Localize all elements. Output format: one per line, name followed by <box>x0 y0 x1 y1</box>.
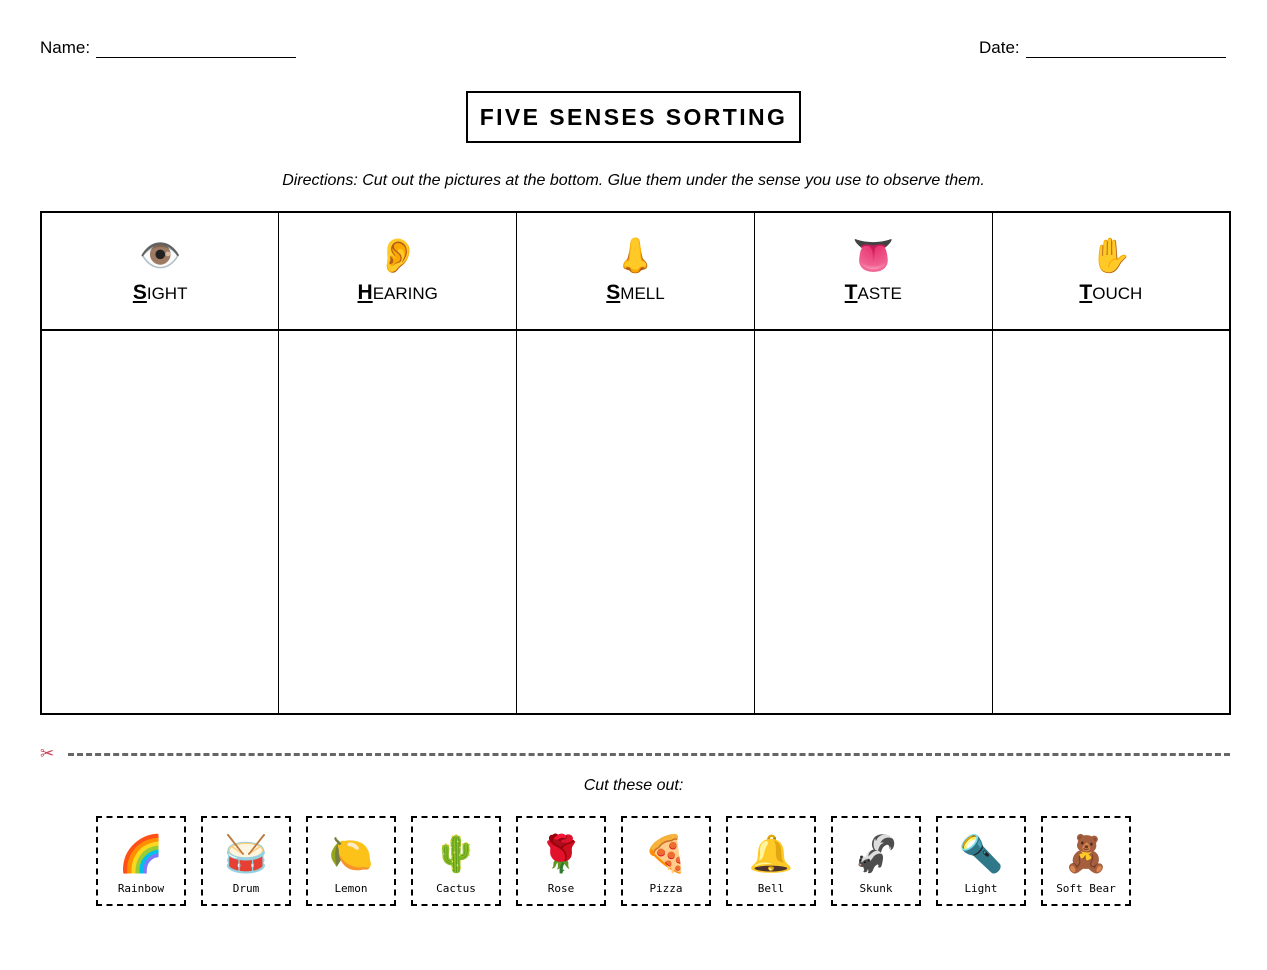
bell-icon: 🔔 <box>748 833 794 874</box>
eye-icon: 👁️ <box>138 237 182 275</box>
sense-label-taste: TASTE <box>844 281 902 304</box>
card-label: Rainbow <box>117 882 165 895</box>
cactus-icon: 🌵 <box>433 833 479 874</box>
date-blank-line[interactable] <box>1025 41 1226 58</box>
skunk-icon: 🦨 <box>853 833 899 874</box>
card-rose[interactable]: 🌹 Rose <box>516 816 606 906</box>
sense-header-touch: ✋ TOUCH <box>991 211 1231 331</box>
lemon-icon: 🍋 <box>328 833 374 874</box>
drum-icon: 🥁 <box>223 833 269 874</box>
sense-header-hearing: 👂 HEARING <box>278 211 518 331</box>
card-cactus[interactable]: 🌵 Cactus <box>411 816 501 906</box>
card-label: Pizza <box>649 882 683 895</box>
scissors-icon: ✂ <box>40 744 55 763</box>
pizza-icon: 🍕 <box>643 833 689 874</box>
date-field: Date: <box>979 38 1226 58</box>
card-label: Rose <box>547 882 575 895</box>
nose-icon: 👃 <box>614 237 657 275</box>
rainbow-icon: 🌈 <box>118 833 164 874</box>
cutout-cards: 🌈 Rainbow 🥁 Drum 🍋 Lemon 🌵 Cactus 🌹 Rose… <box>96 816 1131 906</box>
card-label: Skunk <box>859 882 893 895</box>
glue-area-smell[interactable] <box>516 329 755 715</box>
rose-icon: 🌹 <box>538 833 584 874</box>
hand-icon: ✋ <box>1089 237 1133 275</box>
card-rainbow[interactable]: 🌈 Rainbow <box>96 816 186 906</box>
glue-area-sight[interactable] <box>40 329 280 715</box>
directions-text: Directions: Cut out the pictures at the … <box>282 172 985 189</box>
sense-label-touch: TOUCH <box>1079 281 1143 304</box>
card-pizza[interactable]: 🍕 Pizza <box>621 816 711 906</box>
card-label: Light <box>964 882 998 895</box>
card-bell[interactable]: 🔔 Bell <box>726 816 816 906</box>
glue-area-touch[interactable] <box>991 329 1231 715</box>
card-label: Bell <box>757 882 785 895</box>
sense-label-sight: SIGHT <box>132 281 188 304</box>
sense-label-hearing: HEARING <box>357 281 438 304</box>
card-label: Soft Bear <box>1056 882 1116 895</box>
card-label: Lemon <box>334 882 368 895</box>
sense-header-sight: 👁️ SIGHT <box>40 211 280 331</box>
glue-area-hearing[interactable] <box>278 329 518 715</box>
page-title: FIVE SENSES SORTING <box>466 91 801 143</box>
card-lemon[interactable]: 🍋 Lemon <box>306 816 396 906</box>
tongue-icon: 👅 <box>852 237 895 275</box>
card-skunk[interactable]: 🦨 Skunk <box>831 816 921 906</box>
teddy-bear-icon: 🧸 <box>1063 833 1109 874</box>
cut-instructions: Cut these out: <box>583 777 684 794</box>
card-label: Drum <box>232 882 260 895</box>
card-label: Cactus <box>436 882 476 895</box>
sense-header-taste: 👅 TASTE <box>753 211 993 331</box>
card-soft-bear[interactable]: 🧸 Soft Bear <box>1041 816 1131 906</box>
cut-line: ✂ <box>40 744 1230 764</box>
sense-header-row: 👁️ SIGHT 👂 HEARING 👃 SMELL 👅 TASTE ✋ TOU… <box>40 211 1231 331</box>
name-field: Name: <box>40 38 297 58</box>
sense-header-smell: 👃 SMELL <box>516 211 755 331</box>
card-light[interactable]: 🔦 Light <box>936 816 1026 906</box>
date-label: Date: <box>979 38 1020 57</box>
card-drum[interactable]: 🥁 Drum <box>201 816 291 906</box>
flashlight-icon: 🔦 <box>958 833 1004 874</box>
sorting-table: 👁️ SIGHT 👂 HEARING 👃 SMELL 👅 TASTE ✋ TOU… <box>40 211 1231 715</box>
name-blank-line[interactable] <box>96 41 297 58</box>
dashed-cut-line <box>68 752 1230 756</box>
name-label: Name: <box>40 38 91 57</box>
sense-label-smell: SMELL <box>606 281 665 304</box>
glue-area-row <box>40 329 1231 715</box>
glue-area-taste[interactable] <box>753 329 993 715</box>
ear-icon: 👂 <box>376 237 419 275</box>
